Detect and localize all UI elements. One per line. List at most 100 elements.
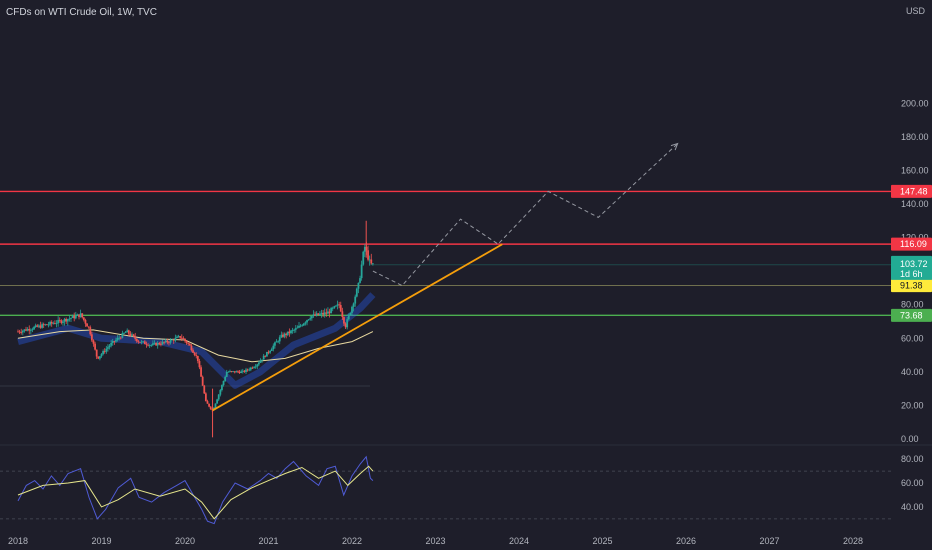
candle[interactable]: [317, 313, 320, 315]
candle[interactable]: [171, 339, 174, 341]
candle[interactable]: [107, 347, 109, 349]
candle[interactable]: [237, 371, 239, 373]
candle[interactable]: [81, 313, 84, 318]
candle[interactable]: [214, 403, 217, 408]
candle[interactable]: [219, 390, 222, 395]
candle[interactable]: [39, 325, 42, 328]
candle[interactable]: [148, 344, 151, 346]
candle[interactable]: [338, 304, 341, 306]
candle[interactable]: [143, 341, 146, 345]
candle[interactable]: [283, 333, 286, 337]
candle[interactable]: [121, 333, 124, 338]
candle[interactable]: [164, 340, 167, 343]
candle[interactable]: [278, 337, 281, 342]
candle[interactable]: [161, 341, 164, 345]
candle[interactable]: [139, 341, 141, 343]
candle[interactable]: [343, 317, 345, 324]
candle[interactable]: [58, 319, 61, 321]
candle[interactable]: [229, 371, 231, 372]
candle[interactable]: [111, 341, 114, 344]
candle[interactable]: [105, 348, 108, 352]
candle[interactable]: [225, 371, 228, 377]
candle[interactable]: [251, 367, 254, 369]
candle[interactable]: [94, 343, 96, 350]
candle[interactable]: [163, 341, 166, 343]
candle[interactable]: [185, 340, 188, 344]
candle[interactable]: [113, 341, 116, 342]
candle[interactable]: [184, 338, 186, 341]
candle[interactable]: [359, 278, 361, 283]
candle[interactable]: [275, 341, 278, 343]
candle[interactable]: [31, 329, 34, 331]
candle[interactable]: [129, 333, 132, 336]
candle[interactable]: [123, 332, 125, 334]
candle[interactable]: [272, 345, 275, 350]
candle[interactable]: [158, 343, 161, 345]
candle[interactable]: [196, 355, 199, 362]
candle[interactable]: [18, 331, 21, 333]
candle[interactable]: [73, 315, 76, 319]
candle[interactable]: [262, 355, 265, 360]
candle[interactable]: [23, 329, 26, 331]
candle[interactable]: [180, 337, 183, 339]
candle[interactable]: [301, 325, 304, 327]
candle[interactable]: [33, 327, 35, 330]
candle[interactable]: [367, 250, 369, 260]
candle[interactable]: [17, 331, 19, 333]
candle[interactable]: [116, 337, 119, 340]
candle[interactable]: [179, 336, 182, 338]
candle[interactable]: [135, 338, 138, 342]
candle[interactable]: [341, 311, 344, 318]
candle[interactable]: [335, 305, 337, 307]
candle[interactable]: [137, 341, 140, 343]
candle[interactable]: [74, 315, 77, 319]
candle[interactable]: [294, 328, 297, 330]
candle[interactable]: [354, 296, 357, 304]
candle[interactable]: [347, 314, 350, 320]
candle[interactable]: [87, 326, 90, 328]
candle[interactable]: [127, 330, 130, 334]
candle[interactable]: [132, 334, 135, 337]
candle[interactable]: [249, 367, 252, 370]
candle[interactable]: [221, 385, 223, 391]
candle[interactable]: [318, 313, 321, 315]
candle[interactable]: [217, 394, 220, 400]
candle[interactable]: [291, 330, 294, 331]
candle[interactable]: [140, 341, 143, 343]
candle[interactable]: [307, 319, 310, 321]
candle[interactable]: [50, 321, 53, 324]
candle[interactable]: [145, 344, 148, 345]
candle[interactable]: [166, 340, 169, 343]
candle[interactable]: [344, 323, 347, 328]
candle[interactable]: [331, 307, 334, 309]
candle[interactable]: [264, 355, 267, 357]
candle[interactable]: [68, 318, 71, 320]
candle[interactable]: [100, 354, 103, 357]
candle[interactable]: [304, 322, 307, 324]
candle[interactable]: [330, 308, 333, 314]
candle[interactable]: [150, 344, 153, 346]
rsi-line[interactable]: [17, 455, 374, 525]
candle[interactable]: [336, 304, 339, 306]
candle[interactable]: [233, 371, 236, 373]
candle[interactable]: [256, 364, 259, 367]
candle[interactable]: [110, 343, 113, 346]
candle[interactable]: [98, 356, 101, 359]
candle[interactable]: [246, 369, 249, 371]
candle[interactable]: [357, 282, 360, 289]
candle[interactable]: [49, 321, 52, 325]
candle[interactable]: [243, 370, 246, 372]
candle[interactable]: [277, 341, 280, 343]
candle[interactable]: [282, 334, 284, 337]
time-axis[interactable]: 2018 2019 2020 2021 2022 2023 2024 2025 2026 2027…: [8, 536, 863, 546]
candle[interactable]: [363, 246, 366, 252]
candle[interactable]: [208, 403, 210, 407]
candle[interactable]: [248, 369, 251, 371]
candle[interactable]: [328, 311, 331, 314]
candle[interactable]: [79, 313, 82, 318]
candle[interactable]: [54, 323, 56, 325]
candle[interactable]: [28, 329, 31, 331]
candle[interactable]: [195, 355, 198, 356]
candle[interactable]: [70, 318, 72, 319]
